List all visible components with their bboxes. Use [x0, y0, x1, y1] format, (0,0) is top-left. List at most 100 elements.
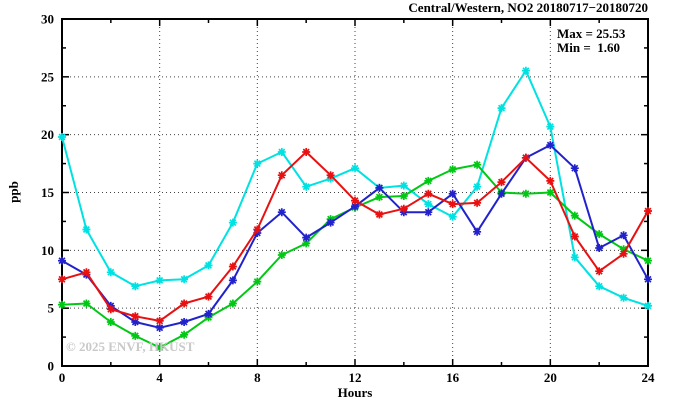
- series-blue-marker: [448, 189, 457, 198]
- series-red-marker: [180, 299, 189, 308]
- series-blue-line: [61, 144, 649, 329]
- series-blue-marker: [546, 141, 555, 150]
- series-green-marker: [448, 165, 457, 174]
- series-green-marker: [155, 343, 164, 352]
- series-red-marker: [570, 232, 579, 241]
- series-green-marker: [521, 189, 530, 198]
- series-cyan-marker: [619, 293, 628, 302]
- x-axis-label: Hours: [337, 385, 373, 400]
- series-green-line: [61, 163, 649, 349]
- series-cyan-marker: [570, 253, 579, 262]
- series-cyan-marker: [521, 66, 530, 75]
- x-tick-label: 8: [254, 370, 261, 385]
- series-green-marker: [375, 193, 384, 202]
- y-axis-label: ppb: [6, 181, 21, 203]
- x-tick-label: 24: [642, 370, 656, 385]
- series-blue-marker: [58, 256, 66, 265]
- series-cyan-marker: [82, 225, 91, 234]
- series-red-marker: [521, 153, 530, 162]
- series-red-marker: [58, 275, 66, 284]
- series-cyan-marker: [399, 181, 408, 190]
- series-cyan-marker: [546, 122, 555, 131]
- series-green-marker: [619, 245, 628, 254]
- series-red-marker: [546, 176, 555, 185]
- series-green-marker: [570, 211, 579, 220]
- series-green-marker: [228, 299, 237, 308]
- series-blue-marker: [326, 218, 335, 227]
- series-green-marker: [277, 251, 286, 259]
- series-red: [58, 148, 652, 325]
- y-tick-label: 25: [41, 69, 55, 84]
- series-cyan-marker: [106, 268, 115, 277]
- x-tick-label: 20: [544, 370, 557, 385]
- x-tick-label: 4: [156, 370, 163, 385]
- series-blue-marker: [595, 244, 604, 252]
- series-cyan-marker: [351, 164, 359, 173]
- series-green-marker: [131, 331, 140, 340]
- series-cyan-marker: [277, 148, 286, 156]
- series-red-marker: [351, 196, 359, 205]
- series-red-marker: [155, 316, 164, 325]
- series-red-marker: [82, 268, 91, 277]
- series-cyan-marker: [644, 301, 652, 310]
- series-red-marker: [106, 305, 115, 314]
- x-tick-label: 12: [349, 370, 362, 385]
- y-tick-label: 10: [41, 243, 54, 258]
- series-cyan-marker: [228, 218, 237, 227]
- series-cyan-marker: [595, 282, 604, 291]
- series-green-marker: [546, 188, 555, 197]
- series-cyan-marker: [424, 200, 433, 209]
- series-blue-marker: [570, 164, 579, 173]
- y-tick-label: 30: [41, 12, 54, 27]
- series-red-marker: [644, 207, 652, 215]
- series-cyan-marker: [131, 282, 140, 291]
- series-green-marker: [644, 256, 652, 265]
- series-cyan-marker: [58, 133, 66, 141]
- y-tick-label: 15: [41, 185, 55, 200]
- series-red-marker: [131, 312, 140, 321]
- series-green-marker: [180, 330, 189, 339]
- series-green-marker: [82, 299, 91, 308]
- series-blue-marker: [204, 309, 213, 318]
- series-red-marker: [326, 171, 335, 180]
- series-red-marker: [375, 210, 384, 219]
- series-red-marker: [399, 204, 408, 213]
- y-tick-label: 0: [48, 359, 55, 374]
- series-blue-marker: [473, 227, 482, 236]
- series-cyan-line: [61, 69, 649, 307]
- series-green-marker: [58, 300, 66, 309]
- series-cyan-marker: [155, 276, 164, 285]
- series-blue-marker: [375, 183, 384, 192]
- series-green-marker: [473, 160, 482, 169]
- x-tick-label: 0: [59, 370, 66, 385]
- y-tick-label: 5: [48, 301, 55, 316]
- series-green-marker: [302, 239, 311, 248]
- series-blue-marker: [302, 233, 311, 242]
- series-red-marker: [204, 292, 213, 301]
- series-cyan-marker: [180, 275, 189, 284]
- series-blue-marker: [180, 318, 189, 326]
- series-blue-marker: [644, 275, 652, 284]
- series-red-marker: [619, 249, 628, 258]
- series-cyan-marker: [253, 159, 262, 168]
- series-red-marker: [448, 200, 457, 209]
- watermark-text: © 2025 ENVF, HKUST: [66, 339, 195, 354]
- series-green-marker: [399, 192, 408, 200]
- y-tick-label: 20: [41, 127, 54, 142]
- min-annotation: Min = 1.60: [557, 40, 621, 55]
- series-red-marker: [253, 225, 262, 234]
- series-red-marker: [595, 267, 604, 276]
- series-red-marker: [424, 189, 433, 198]
- series-cyan-marker: [302, 182, 311, 191]
- x-tick-label: 16: [446, 370, 460, 385]
- series-green-marker: [106, 318, 115, 326]
- series-blue-marker: [497, 189, 506, 198]
- series-cyan-marker: [497, 104, 506, 113]
- series-red-marker: [473, 198, 482, 207]
- series-red-marker: [277, 171, 286, 180]
- series-red-marker: [497, 178, 506, 187]
- series-green-marker: [595, 230, 604, 239]
- series-cyan-marker: [448, 212, 457, 221]
